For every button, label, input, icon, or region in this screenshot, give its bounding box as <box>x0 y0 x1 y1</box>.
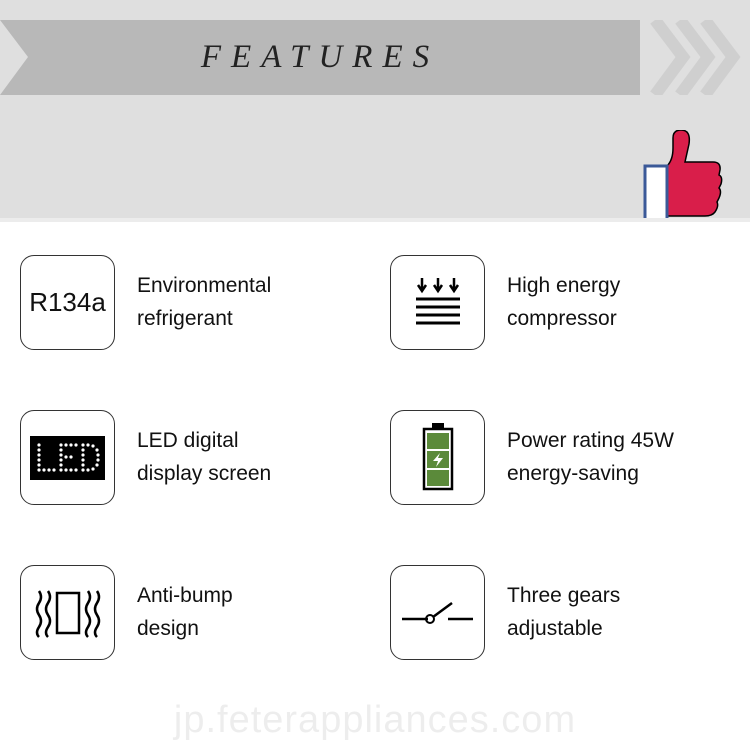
feature-refrigerant: R134a Environmental refrigerant <box>20 255 360 350</box>
r134a-icon: R134a <box>20 255 115 350</box>
antibump-icon <box>20 565 115 660</box>
feature-line2: display screen <box>137 458 271 491</box>
feature-power: Power rating 45W energy-saving <box>390 410 730 505</box>
chevron-decoration <box>650 20 750 95</box>
feature-text: High energy compressor <box>507 270 620 335</box>
feature-text: Power rating 45W energy-saving <box>507 425 674 490</box>
feature-line1: Power rating 45W <box>507 425 674 458</box>
feature-text: LED digital display screen <box>137 425 271 490</box>
feature-line1: LED digital <box>137 425 271 458</box>
switch-icon <box>390 565 485 660</box>
feature-line1: Anti-bump <box>137 580 233 613</box>
compressor-icon <box>390 255 485 350</box>
feature-text: Environmental refrigerant <box>137 270 271 335</box>
feature-text: Three gears adjustable <box>507 580 620 645</box>
feature-line1: High energy <box>507 270 620 303</box>
led-display-icon <box>20 410 115 505</box>
feature-line2: compressor <box>507 303 620 336</box>
features-grid: R134a Environmental refrigerant High ene… <box>20 255 730 660</box>
page-title: FEATURES <box>201 39 439 76</box>
r134a-label: R134a <box>29 287 106 318</box>
feature-antibump: Anti-bump design <box>20 565 360 660</box>
feature-led: LED digital display screen <box>20 410 360 505</box>
feature-line2: refrigerant <box>137 303 271 336</box>
feature-compressor: High energy compressor <box>390 255 730 350</box>
header-banner: FEATURES <box>0 0 750 220</box>
feature-line2: adjustable <box>507 613 620 646</box>
thumbs-up-icon <box>635 130 725 230</box>
feature-line1: Three gears <box>507 580 620 613</box>
feature-line2: design <box>137 613 233 646</box>
title-ribbon: FEATURES <box>0 20 640 95</box>
battery-icon <box>390 410 485 505</box>
feature-line2: energy-saving <box>507 458 674 491</box>
feature-gears: Three gears adjustable <box>390 565 730 660</box>
feature-line1: Environmental <box>137 270 271 303</box>
feature-text: Anti-bump design <box>137 580 233 645</box>
watermark: jp.feterappliances.com <box>174 699 576 742</box>
header-separator <box>0 218 750 222</box>
